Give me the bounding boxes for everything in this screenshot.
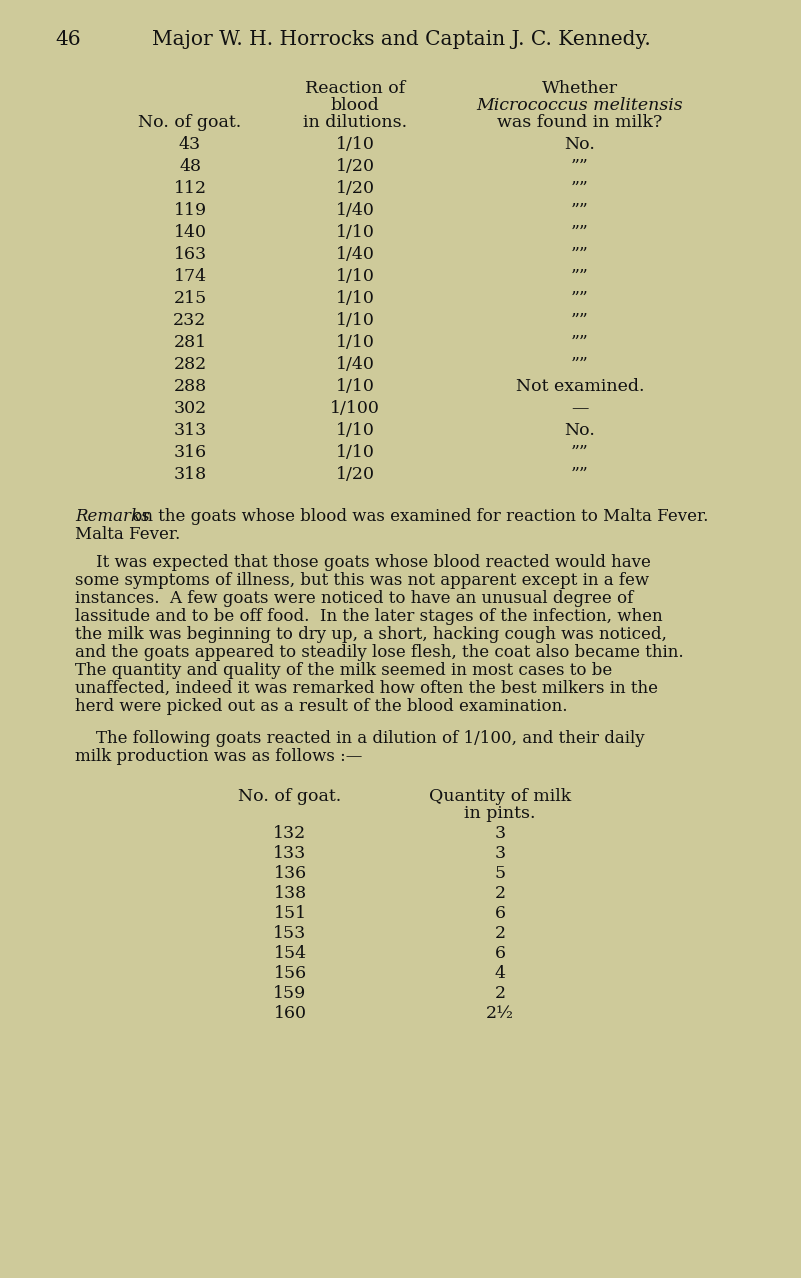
Text: 4: 4 [494, 965, 505, 982]
Text: milk production was as follows :—: milk production was as follows :— [75, 748, 362, 766]
Text: No.: No. [565, 422, 595, 440]
Text: 1/10: 1/10 [336, 224, 374, 242]
Text: 163: 163 [174, 245, 207, 263]
Text: ””: ”” [571, 224, 589, 242]
Text: Reaction of: Reaction of [305, 81, 405, 97]
Text: 1/10: 1/10 [336, 268, 374, 285]
Text: 1/40: 1/40 [336, 245, 374, 263]
Text: Malta Fever.: Malta Fever. [75, 527, 180, 543]
Text: Micrococcus melitensis: Micrococcus melitensis [477, 97, 683, 114]
Text: 2: 2 [494, 985, 505, 1002]
Text: 160: 160 [273, 1005, 307, 1022]
Text: 48: 48 [179, 158, 201, 175]
Text: and the goats appeared to steadily lose flesh, the coat also became thin.: and the goats appeared to steadily lose … [75, 644, 683, 661]
Text: 1/10: 1/10 [336, 422, 374, 440]
Text: 1/20: 1/20 [336, 158, 375, 175]
Text: 282: 282 [173, 357, 207, 373]
Text: ””: ”” [571, 290, 589, 307]
Text: 1/10: 1/10 [336, 443, 374, 461]
Text: 159: 159 [273, 985, 307, 1002]
Text: 3: 3 [494, 826, 505, 842]
Text: 281: 281 [174, 334, 207, 351]
Text: 133: 133 [273, 845, 307, 861]
Text: ””: ”” [571, 443, 589, 461]
Text: some symptoms of illness, but this was not apparent except in a few: some symptoms of illness, but this was n… [75, 573, 649, 589]
Text: 1/40: 1/40 [336, 357, 374, 373]
Text: 6: 6 [494, 905, 505, 921]
Text: Not examined.: Not examined. [516, 378, 644, 395]
Text: 138: 138 [273, 884, 307, 902]
Text: 1/20: 1/20 [336, 180, 375, 197]
Text: ””: ”” [571, 245, 589, 263]
Text: 154: 154 [273, 944, 307, 962]
Text: 313: 313 [173, 422, 207, 440]
Text: 132: 132 [273, 826, 307, 842]
Text: 43: 43 [179, 135, 201, 153]
Text: ””: ”” [571, 202, 589, 219]
Text: 3: 3 [494, 845, 505, 861]
Text: 318: 318 [174, 466, 207, 483]
Text: herd were picked out as a result of the blood examination.: herd were picked out as a result of the … [75, 698, 567, 714]
Text: 1/10: 1/10 [336, 290, 374, 307]
Text: 46: 46 [55, 29, 81, 49]
Text: 1/10: 1/10 [336, 378, 374, 395]
Text: in pints.: in pints. [465, 805, 536, 822]
Text: 232: 232 [173, 312, 207, 328]
Text: 174: 174 [174, 268, 207, 285]
Text: 6: 6 [494, 944, 505, 962]
Text: 1/40: 1/40 [336, 202, 374, 219]
Text: 2: 2 [494, 925, 505, 942]
Text: 5: 5 [494, 865, 505, 882]
Text: 288: 288 [174, 378, 207, 395]
Text: 1/20: 1/20 [336, 466, 375, 483]
Text: on the goats whose blood was examined for reaction to Malta Fever.: on the goats whose blood was examined fo… [127, 507, 708, 525]
Text: lassitude and to be off food.  In the later stages of the infection, when: lassitude and to be off food. In the lat… [75, 608, 662, 625]
Text: Remarks: Remarks [75, 507, 150, 525]
Text: No.: No. [565, 135, 595, 153]
Text: blood: blood [331, 97, 380, 114]
Text: Whether: Whether [542, 81, 618, 97]
Text: ””: ”” [571, 466, 589, 483]
Text: 302: 302 [173, 400, 207, 417]
Text: 153: 153 [273, 925, 307, 942]
Text: 156: 156 [273, 965, 307, 982]
Text: The quantity and quality of the milk seemed in most cases to be: The quantity and quality of the milk see… [75, 662, 612, 679]
Text: ””: ”” [571, 180, 589, 197]
Text: ””: ”” [571, 357, 589, 373]
Text: 1/10: 1/10 [336, 135, 374, 153]
Text: 1/10: 1/10 [336, 312, 374, 328]
Text: 215: 215 [173, 290, 207, 307]
Text: was found in milk?: was found in milk? [497, 114, 662, 132]
Text: 136: 136 [273, 865, 307, 882]
Text: No. of goat.: No. of goat. [239, 789, 341, 805]
Text: ””: ”” [571, 334, 589, 351]
Text: unaffected, indeed it was remarked how often the best milkers in the: unaffected, indeed it was remarked how o… [75, 680, 658, 697]
Text: It was expected that those goats whose blood reacted would have: It was expected that those goats whose b… [75, 553, 651, 571]
Text: ””: ”” [571, 268, 589, 285]
Text: 140: 140 [174, 224, 207, 242]
Text: the milk was beginning to dry up, a short, hacking cough was noticed,: the milk was beginning to dry up, a shor… [75, 626, 667, 643]
Text: in dilutions.: in dilutions. [303, 114, 407, 132]
Text: 119: 119 [174, 202, 207, 219]
Text: 2½: 2½ [486, 1005, 514, 1022]
Text: The following goats reacted in a dilution of 1/100, and their daily: The following goats reacted in a dilutio… [75, 730, 645, 748]
Text: 2: 2 [494, 884, 505, 902]
Text: 1/100: 1/100 [330, 400, 380, 417]
Text: 151: 151 [273, 905, 307, 921]
Text: —: — [571, 400, 589, 417]
Text: Quantity of milk: Quantity of milk [429, 789, 571, 805]
Text: 112: 112 [174, 180, 207, 197]
Text: ””: ”” [571, 158, 589, 175]
Text: No. of goat.: No. of goat. [139, 114, 242, 132]
Text: 316: 316 [174, 443, 207, 461]
Text: Major W. H. Horrocks and Captain J. C. Kennedy.: Major W. H. Horrocks and Captain J. C. K… [151, 29, 650, 49]
Text: ””: ”” [571, 312, 589, 328]
Text: 1/10: 1/10 [336, 334, 374, 351]
Text: instances.  A few goats were noticed to have an unusual degree of: instances. A few goats were noticed to h… [75, 590, 634, 607]
